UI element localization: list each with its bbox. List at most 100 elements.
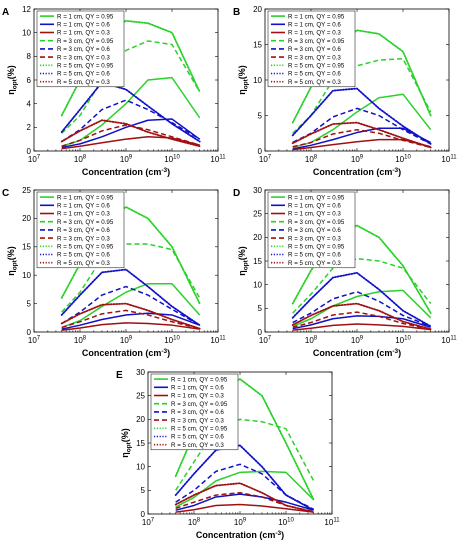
series-line-6: [292, 128, 431, 149]
series-line-2: [292, 127, 432, 150]
legend-label: R = 1 cm, QY = 0.3: [288, 30, 341, 37]
legend-label: R = 1 cm, QY = 0.3: [57, 211, 110, 218]
series-line-8: [291, 87, 432, 145]
legend-label: R = 5 cm, QY = 0.6: [288, 71, 341, 78]
y-tick-label: 10: [253, 76, 262, 85]
series-line-1: [292, 289, 432, 328]
y-tick-label: 10: [22, 271, 31, 280]
y-tick-label: 15: [22, 243, 31, 252]
series-line-9: [174, 482, 315, 514]
x-axis-label: Concentration (cm-3): [196, 530, 284, 540]
legend-label: R = 5 cm, QY = 0.6: [171, 434, 224, 441]
legend-label: R = 1 cm, QY = 0.6: [288, 203, 341, 210]
y-tick-label: 20: [22, 214, 31, 223]
chart-panel-b: 0 5 10 15 20 107 108 109 1010 1011 Concentration (…: [233, 5, 457, 177]
legend-label: R = 5 cm, QY = 0.95: [171, 426, 228, 433]
x-tick-label: 109: [120, 336, 133, 346]
x-tick-label: 108: [74, 336, 87, 346]
series-line-1: [175, 470, 315, 508]
series-line-5: [61, 285, 201, 326]
legend-label: R = 5 cm, QY = 0.95: [288, 244, 345, 251]
panel-letter: E: [116, 370, 123, 381]
chart-panel-c: 0 5 10 15 20 25 107 108 109 1010 1011 Concentration…: [2, 186, 226, 358]
series-line-1: [292, 93, 432, 149]
legend: R = 1 cm, QY = 0.95R = 1 cm, QY = 0.6R =…: [267, 191, 356, 269]
legend-label: R = 5 cm, QY = 0.3: [288, 260, 341, 267]
legend-label: R = 3 cm, QY = 0.6: [57, 46, 110, 53]
panel-letter: B: [233, 7, 240, 18]
x-tick-label: 107: [259, 155, 272, 165]
x-tick-label: 108: [74, 155, 87, 165]
x-tick-label: 109: [351, 155, 364, 165]
y-tick-label: 25: [136, 391, 145, 400]
y-axis-label: ηopt(%): [237, 246, 250, 276]
legend-label: R = 1 cm, QY = 0.6: [57, 203, 110, 210]
legend: R = 1 cm, QY = 0.95R = 1 cm, QY = 0.6R =…: [36, 191, 125, 269]
series-line-1: [61, 76, 201, 147]
y-tick-label: 5: [27, 299, 32, 308]
y-axis-label: ηopt(%): [6, 65, 19, 95]
legend-label: R = 5 cm, QY = 0.3: [57, 260, 110, 267]
x-tick-label: 107: [142, 518, 155, 528]
chart-panel-d: 0 5 10 15 20 25 30 107 108 109 1010 1011 Concentrati…: [233, 186, 457, 358]
x-axis-label: Concentration (cm-3): [82, 348, 170, 358]
series-line-8: [60, 81, 201, 143]
legend: R = 1 cm, QY = 0.95R = 1 cm, QY = 0.6R =…: [36, 10, 125, 88]
y-tick-label: 10: [136, 462, 145, 471]
legend-label: R = 1 cm, QY = 0.95: [57, 13, 114, 20]
series-line-1: [61, 282, 201, 329]
legend-label: R = 5 cm, QY = 0.3: [171, 442, 224, 449]
legend-label: R = 1 cm, QY = 0.6: [288, 22, 341, 29]
x-axis-label: Concentration (cm-3): [82, 167, 170, 177]
y-tick-label: 0: [27, 147, 32, 156]
series-line-6: [61, 309, 200, 330]
series-line-4: [175, 418, 315, 491]
x-tick-label: 1010: [395, 336, 411, 346]
y-tick-label: 30: [136, 368, 145, 377]
y-tick-label: 0: [258, 328, 263, 337]
series-line-8: [291, 271, 432, 328]
legend-label: R = 5 cm, QY = 0.95: [288, 63, 345, 70]
y-tick-label: 20: [253, 233, 262, 242]
legend-label: R = 5 cm, QY = 0.6: [57, 71, 110, 78]
y-axis-label: ηopt(%): [237, 65, 250, 95]
legend-label: R = 3 cm, QY = 0.95: [57, 38, 114, 45]
y-tick-label: 25: [22, 186, 31, 195]
series-line-4: [61, 40, 201, 134]
legend-label: R = 1 cm, QY = 0.6: [57, 22, 110, 29]
legend-label: R = 3 cm, QY = 0.6: [288, 227, 341, 234]
legend-label: R = 1 cm, QY = 0.3: [57, 30, 110, 37]
x-tick-label: 1011: [441, 155, 457, 165]
legend-label: R = 3 cm, QY = 0.95: [288, 219, 345, 226]
legend-label: R = 1 cm, QY = 0.3: [171, 393, 224, 400]
panel-letter: D: [233, 188, 240, 199]
legend-label: R = 1 cm, QY = 0.95: [171, 376, 228, 383]
y-tick-label: 0: [27, 328, 32, 337]
panel-letter: C: [2, 188, 9, 199]
x-tick-label: 108: [305, 336, 318, 346]
legend-label: R = 3 cm, QY = 0.6: [288, 46, 341, 53]
legend-label: R = 3 cm, QY = 0.6: [57, 227, 110, 234]
y-tick-label: 5: [258, 304, 263, 313]
y-axis-label: ηopt(%): [120, 428, 133, 458]
y-tick-label: 0: [141, 510, 146, 519]
x-tick-label: 108: [188, 518, 201, 528]
legend: R = 1 cm, QY = 0.95R = 1 cm, QY = 0.6R =…: [150, 373, 239, 451]
legend-label: R = 3 cm, QY = 0.3: [57, 235, 110, 242]
legend-label: R = 3 cm, QY = 0.95: [171, 401, 228, 408]
series-line-9: [60, 119, 201, 148]
y-tick-label: 20: [253, 5, 262, 14]
series-line-2: [175, 493, 314, 511]
series-line-7: [291, 29, 432, 124]
y-tick-label: 5: [258, 111, 263, 120]
x-tick-label: 1011: [210, 155, 226, 165]
legend: R = 1 cm, QY = 0.95R = 1 cm, QY = 0.6R =…: [267, 10, 356, 88]
series-line-5: [292, 291, 431, 328]
x-tick-label: 107: [28, 155, 41, 165]
legend-label: R = 1 cm, QY = 0.95: [288, 13, 345, 20]
x-tick-label: 1010: [164, 155, 180, 165]
legend-label: R = 5 cm, QY = 0.95: [57, 63, 114, 70]
legend-label: R = 3 cm, QY = 0.3: [171, 417, 224, 424]
legend-label: R = 1 cm, QY = 0.3: [288, 211, 341, 218]
